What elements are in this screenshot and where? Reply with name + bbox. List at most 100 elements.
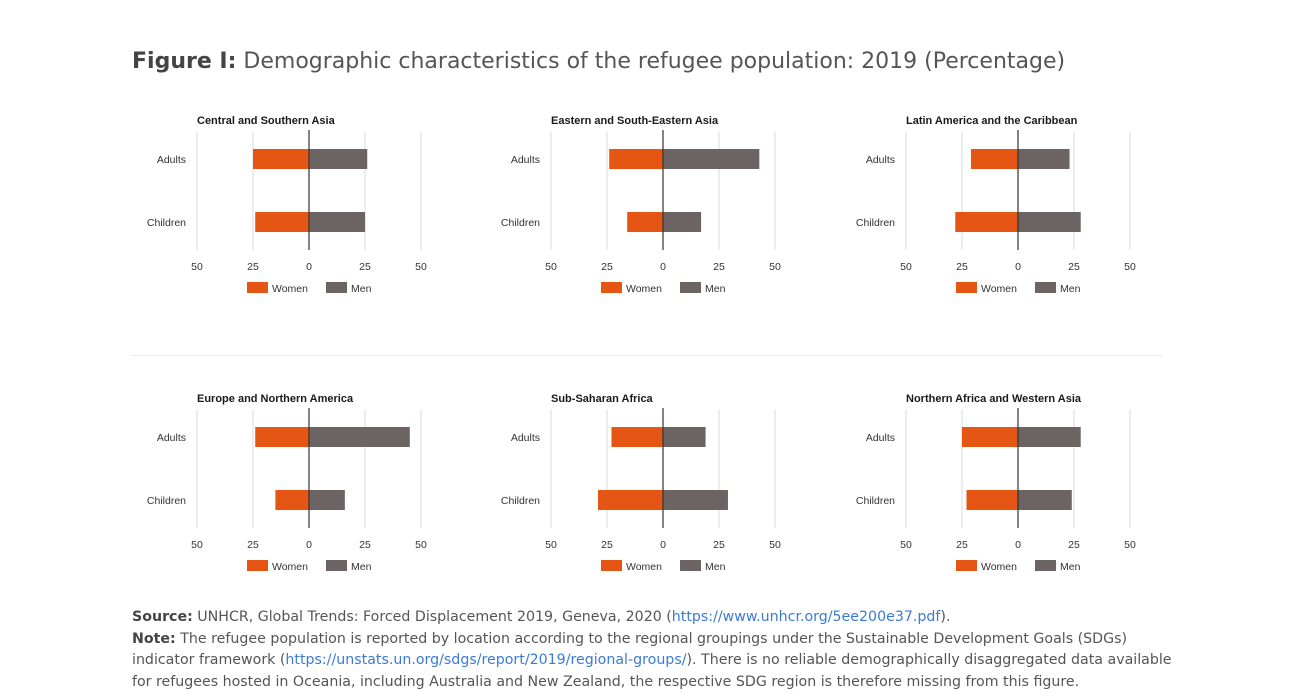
category-label: Adults [157,432,186,444]
note-link[interactable]: https://unstats.un.org/sdgs/report/2019/… [285,652,687,668]
source-label: Source: [132,609,193,625]
category-label: Adults [866,432,895,444]
legend-swatch-men [326,560,347,571]
tick-label: 0 [306,261,312,273]
source-line: Source: UNHCR, Global Trends: Forced Dis… [132,607,1192,629]
legend-swatch-women [956,560,977,571]
legend-label-women: Women [626,561,662,573]
bar-men [663,490,728,510]
category-label: Adults [511,432,540,444]
tick-label: 25 [1068,261,1080,273]
bar-women [609,149,663,169]
bar-women [598,490,663,510]
category-label: Adults [866,154,895,166]
bar-men [663,212,702,232]
bar-men [309,149,368,169]
tick-label: 50 [1124,261,1136,273]
tick-label: 0 [306,539,312,551]
figure-notes: Source: UNHCR, Global Trends: Forced Dis… [132,607,1192,693]
legend-swatch-women [601,282,622,293]
legend-label-women: Women [981,561,1017,573]
legend-label-men: Men [351,561,372,573]
chart-title: Eastern and South-Eastern Asia [551,115,719,127]
bar-women [955,212,1018,232]
legend-label-men: Men [1060,283,1081,295]
legend-label-men: Men [1060,561,1081,573]
note-label: Note: [132,630,176,647]
bar-men [309,427,410,447]
bar-men [663,149,760,169]
legend-label-men: Men [705,561,726,573]
tick-label: 25 [247,539,259,551]
note-text-1: The refugee population is reported by lo… [132,630,1128,669]
bar-men [1018,212,1081,232]
chart-title: Europe and Northern America [197,393,354,405]
figure-label: Figure I: [132,49,237,74]
legend-swatch-women [247,282,268,293]
tick-label: 50 [545,539,557,551]
tick-label: 50 [191,539,203,551]
note-paragraph: Note: The refugee population is reported… [132,629,1192,694]
charts-grid: Central and Southern Asia 50 25 0 25 50 Adults… [147,115,1136,573]
legend-swatch-men [680,282,701,293]
tick-label: 25 [247,261,259,273]
bar-women [255,427,309,447]
tick-label: 50 [769,539,781,551]
tick-label: 50 [415,261,427,273]
category-label: Children [856,495,895,507]
bar-women [611,427,663,447]
tick-label: 25 [713,539,725,551]
bar-women [253,149,309,169]
tick-label: 25 [601,261,613,273]
category-label: Adults [511,154,540,166]
source-link[interactable]: https://www.unhcr.org/5ee200e37.pdf [671,609,941,625]
legend-label-men: Men [351,283,372,295]
chart-1: Central and Southern Asia 50 25 0 25 50 Adults… [147,115,427,295]
legend-label-women: Women [272,561,308,573]
legend-swatch-women [956,282,977,293]
tick-label: 25 [956,261,968,273]
tick-label: 25 [359,539,371,551]
tick-label: 25 [1068,539,1080,551]
bar-men [309,212,365,232]
chart-title: Northern Africa and Western Asia [906,393,1082,405]
legend-label-women: Women [626,283,662,295]
bar-men [663,427,706,447]
legend-swatch-men [326,282,347,293]
chart-5: Sub-Saharan Africa 50 25 0 25 50 Adults Childre… [501,393,781,573]
tick-label: 50 [900,539,912,551]
note-text-2: ). There is no reliable demographically … [132,652,1172,690]
chart-title: Latin America and the Caribbean [906,115,1078,127]
chart-4: Europe and Northern America 50 25 0 25 50 Adul… [147,393,427,573]
chart-title: Central and Southern Asia [197,115,336,127]
legend-label-men: Men [705,283,726,295]
chart-2: Eastern and South-Eastern Asia 50 25 0 25 50 A… [501,115,781,295]
bar-men [1018,490,1072,510]
bar-women [275,490,309,510]
chart-title: Sub-Saharan Africa [551,393,654,405]
legend-swatch-men [1035,282,1056,293]
chart-3: Latin America and the Caribbean 50 25 0 25 50… [856,115,1136,295]
category-label: Children [147,495,186,507]
legend-swatch-women [601,560,622,571]
bar-women [970,149,1018,169]
bar-women [966,490,1018,510]
bar-women [627,212,663,232]
category-label: Children [501,495,540,507]
legend-swatch-men [680,560,701,571]
bar-men [309,490,345,510]
tick-label: 25 [601,539,613,551]
source-end: ). [940,609,951,625]
tick-label: 0 [660,539,666,551]
tick-label: 25 [956,539,968,551]
tick-label: 50 [191,261,203,273]
legend-swatch-women [247,560,268,571]
legend-label-women: Women [272,283,308,295]
bar-men [1018,149,1070,169]
tick-label: 25 [359,261,371,273]
tick-label: 50 [545,261,557,273]
row-separator [132,355,1163,356]
figure-title-text: Demographic characteristics of the refug… [243,49,1066,74]
tick-label: 50 [415,539,427,551]
category-label: Children [147,217,186,229]
